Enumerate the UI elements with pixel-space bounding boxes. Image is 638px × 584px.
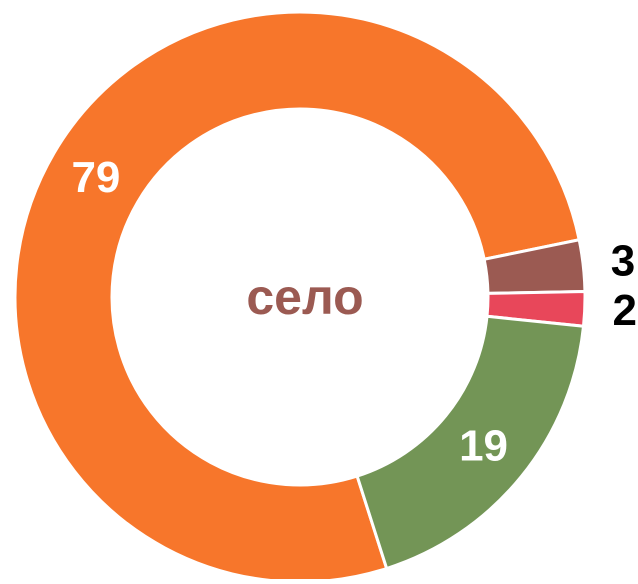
data-label: 19: [459, 422, 508, 471]
donut-slice: [13, 10, 581, 584]
data-label: 3: [611, 237, 635, 286]
center-label: село: [246, 269, 363, 325]
data-label: 2: [612, 286, 636, 335]
data-label: 79: [71, 153, 120, 202]
donut-slice: [355, 314, 586, 571]
